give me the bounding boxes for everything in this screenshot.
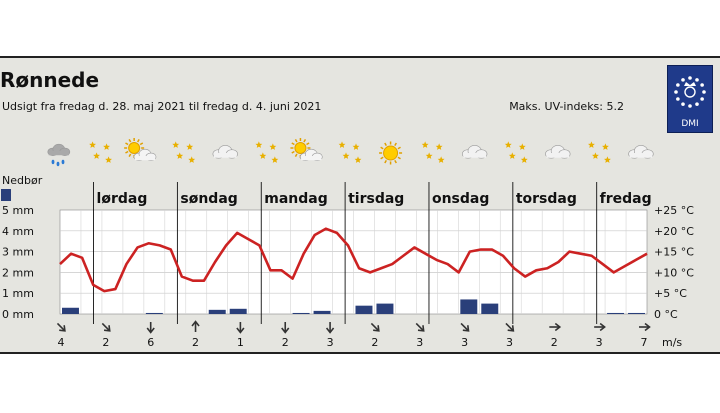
precip-legend: Nedbør xyxy=(1,174,43,201)
wind-arrow-icon xyxy=(549,322,562,332)
wind-speed-label: 2 xyxy=(282,336,289,349)
precip-legend-swatch xyxy=(1,189,11,201)
precip-bar xyxy=(607,312,625,314)
cloudy-icon xyxy=(462,145,488,159)
precip-tick-label: 3 mm xyxy=(2,246,34,259)
precip-tick-label: 4 mm xyxy=(2,225,34,238)
stars-icon xyxy=(255,141,279,163)
wind-speed-label: 3 xyxy=(416,336,423,349)
precip-legend-label: Nedbør xyxy=(2,174,43,187)
wind-arrow-icon xyxy=(281,322,290,334)
day-label: onsdag xyxy=(432,191,489,207)
precip-bar xyxy=(313,310,331,314)
precip-bar xyxy=(376,303,394,314)
temp-tick-label: +20 °C xyxy=(654,225,694,238)
cloudy-icon xyxy=(545,145,571,159)
wind-arrow-icon xyxy=(146,322,155,334)
stars-icon xyxy=(338,141,362,163)
precip-bar xyxy=(145,312,163,314)
wind-arrow-icon xyxy=(460,322,470,332)
precip-bar xyxy=(208,309,226,314)
wind-speed-label: 3 xyxy=(506,336,513,349)
precip-tick-label: 0 mm xyxy=(2,308,34,321)
wind-arrow-icon xyxy=(325,322,335,334)
uv-index: Maks. UV-indeks: 5.2 xyxy=(509,100,624,113)
forecast-period: Udsigt fra fredag d. 28. maj 2021 til fr… xyxy=(2,100,322,113)
partly-cloudy-icon xyxy=(124,138,157,161)
wind-unit-label: m/s xyxy=(662,336,682,349)
precip-tick-label: 2 mm xyxy=(2,266,34,279)
precip-bar xyxy=(628,312,645,314)
axis-labels: 5 mm 4 mm 3 mm 2 mm 1 mm 0 mm +25 °C +20 °C +15 … xyxy=(2,191,694,321)
weather-icons-row xyxy=(47,138,654,167)
day-label: torsdag xyxy=(516,191,577,207)
day-label: mandag xyxy=(264,191,328,207)
precip-bar xyxy=(355,305,373,314)
temperature-line-group xyxy=(59,227,648,293)
wind-arrow-icon xyxy=(370,322,380,332)
temperature-line xyxy=(59,227,648,293)
temp-tick-label: +25 °C xyxy=(654,204,694,217)
crown-stars-icon xyxy=(674,76,706,108)
precip-bar xyxy=(229,308,247,314)
stars-icon xyxy=(172,141,196,163)
logo-text: DMI xyxy=(681,119,699,129)
wind-speed-label: 2 xyxy=(551,336,558,349)
wind-arrow-icon xyxy=(56,322,66,332)
day-label: søndag xyxy=(180,191,237,207)
precip-bar xyxy=(292,312,310,314)
precip-tick-label: 5 mm xyxy=(2,204,34,217)
location-title: Rønnede xyxy=(0,68,100,92)
wind-speed-label: 3 xyxy=(461,336,468,349)
wind-speed-label: 4 xyxy=(58,336,65,349)
wind-speed-label: 1 xyxy=(237,336,244,349)
temp-tick-label: 0 °C xyxy=(654,308,678,321)
rain-cloud-icon xyxy=(47,143,71,167)
precip-tick-label: 1 mm xyxy=(2,287,34,300)
wind-speed-label: 2 xyxy=(192,336,199,349)
precipitation-bars xyxy=(62,299,645,314)
temp-tick-label: +10 °C xyxy=(654,266,694,279)
wind-arrow-icon xyxy=(639,322,651,332)
stars-icon xyxy=(504,141,528,163)
dmi-logo: DMI xyxy=(667,65,713,133)
wind-speed-label: 7 xyxy=(641,336,648,349)
stars-icon xyxy=(421,141,445,163)
wind-arrow-icon xyxy=(594,322,606,332)
stars-icon xyxy=(89,141,112,163)
wind-speed-label: 6 xyxy=(147,336,154,349)
day-label: fredag xyxy=(600,191,652,207)
precip-bar xyxy=(62,307,79,314)
partly-cloudy-icon xyxy=(290,138,323,161)
wind-arrow-icon xyxy=(236,322,245,334)
day-label: tirsdag xyxy=(348,191,404,207)
wind-arrow-icon xyxy=(191,320,200,332)
wind-arrow-icon xyxy=(505,322,515,332)
wind-speed-label: 2 xyxy=(102,336,109,349)
wind-speed-label: 3 xyxy=(596,336,603,349)
wind-arrow-icon xyxy=(101,322,111,332)
sun-icon xyxy=(379,141,403,165)
precip-bar xyxy=(460,299,478,314)
wind-speed-label: 2 xyxy=(371,336,378,349)
stars-icon xyxy=(588,141,611,163)
temp-tick-label: +15 °C xyxy=(654,246,694,259)
cloudy-icon xyxy=(212,145,238,159)
forecast-chart: Nedbør 5 mm 4 mm 3 mm 2 mm 1 mm 0 mm +25 °C +20… xyxy=(1,138,694,349)
precip-bar xyxy=(481,303,499,314)
temp-tick-label: +5 °C xyxy=(654,287,687,300)
wind-row: 4 2 6 2 1 2 3 2 3 3 3 2 3 7 m/s xyxy=(56,320,682,349)
wind-arrow-icon xyxy=(415,322,425,332)
day-label: lørdag xyxy=(97,191,148,207)
chart-grid xyxy=(59,182,648,324)
wind-speed-label: 3 xyxy=(327,336,334,349)
cloudy-icon xyxy=(628,145,654,159)
